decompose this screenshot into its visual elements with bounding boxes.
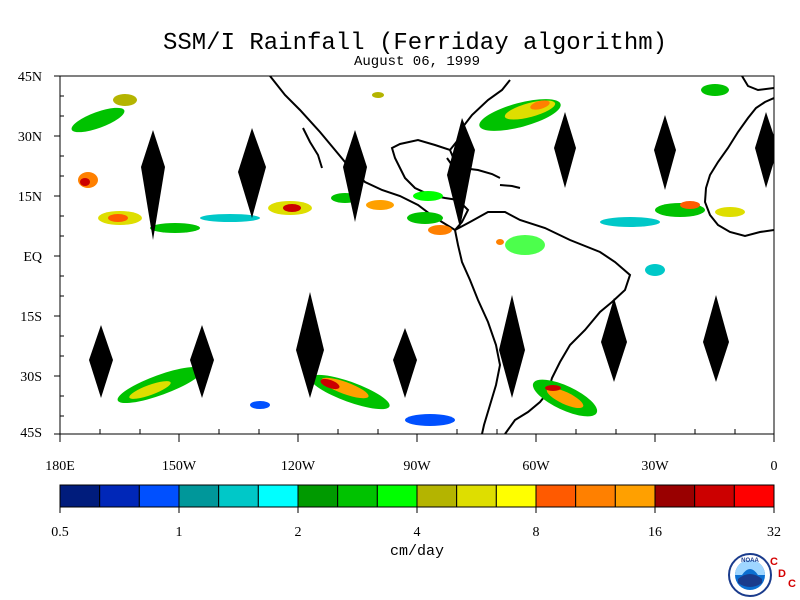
rain-areas (71, 84, 745, 426)
colorbar-swatch (694, 484, 735, 508)
cdc-letter: D (778, 568, 786, 580)
cdc-logo: C D C (770, 556, 798, 592)
noaa-logo: NOAA (728, 553, 772, 597)
lon-label: 180E (45, 459, 75, 474)
colorbar-label: 8 (533, 525, 540, 540)
lat-label: 15S (20, 310, 42, 325)
colorbar-swatch (257, 484, 299, 508)
colorbar-label: 0.5 (51, 525, 69, 540)
lon-label: 90W (403, 459, 431, 474)
colorbar-swatch (99, 484, 140, 508)
cdc-letter: C (788, 578, 796, 590)
colorbar-swatch (218, 484, 259, 508)
colorbar-swatch (733, 484, 775, 508)
colorbar-label: 16 (648, 525, 662, 540)
lat-label: 30S (20, 370, 42, 385)
colorbar-swatch (376, 484, 418, 508)
colorbar-swatch (416, 484, 458, 508)
lat-label: 30N (18, 130, 42, 145)
colorbar-labels: 0.5 1 2 4 8 16 32 (51, 525, 781, 540)
colorbar-swatch (337, 484, 378, 508)
colorbar-label: 2 (295, 525, 302, 540)
lon-label: 0 (771, 459, 778, 474)
colorbar-swatch (495, 484, 537, 508)
colorbar-swatch (535, 484, 577, 508)
colorbar-swatch (178, 484, 220, 508)
colorbar-swatch (575, 484, 616, 508)
map-date: August 06, 1999 (353, 54, 481, 70)
lon-label: 150W (162, 459, 197, 474)
map-title: SSM/I Rainfall (Ferriday algorithm) (162, 30, 668, 57)
data-gaps (89, 112, 774, 398)
lon-labels: 180E 150W 120W 90W 60W 30W 0 (45, 459, 777, 474)
logo-text: NOAA (741, 558, 759, 564)
lon-label: 120W (281, 459, 316, 474)
colorbar-units: cm/day (390, 543, 444, 560)
lat-label: 45S (20, 426, 42, 441)
colorbar-swatch (456, 484, 497, 508)
colorbar-swatch (59, 484, 101, 508)
colorbar-swatch (654, 484, 696, 508)
axis-ticks (54, 75, 775, 442)
lat-label: EQ (23, 250, 42, 265)
lon-label: 60W (522, 459, 550, 474)
colorbar-swatch (614, 484, 656, 508)
colorbar-label: 32 (767, 525, 781, 540)
lat-label: 45N (18, 70, 42, 85)
lat-label: 15N (18, 190, 42, 205)
colorbar-label: 4 (414, 525, 421, 540)
lat-labels: 45N 30N 15N EQ 15S 30S 45S (18, 70, 42, 441)
colorbar-swatch (297, 484, 339, 508)
lon-label: 30W (641, 459, 669, 474)
colorbar-swatch (138, 484, 180, 508)
cdc-letter: C (770, 556, 778, 568)
colorbar-label: 1 (176, 525, 183, 540)
colorbar (59, 484, 775, 513)
